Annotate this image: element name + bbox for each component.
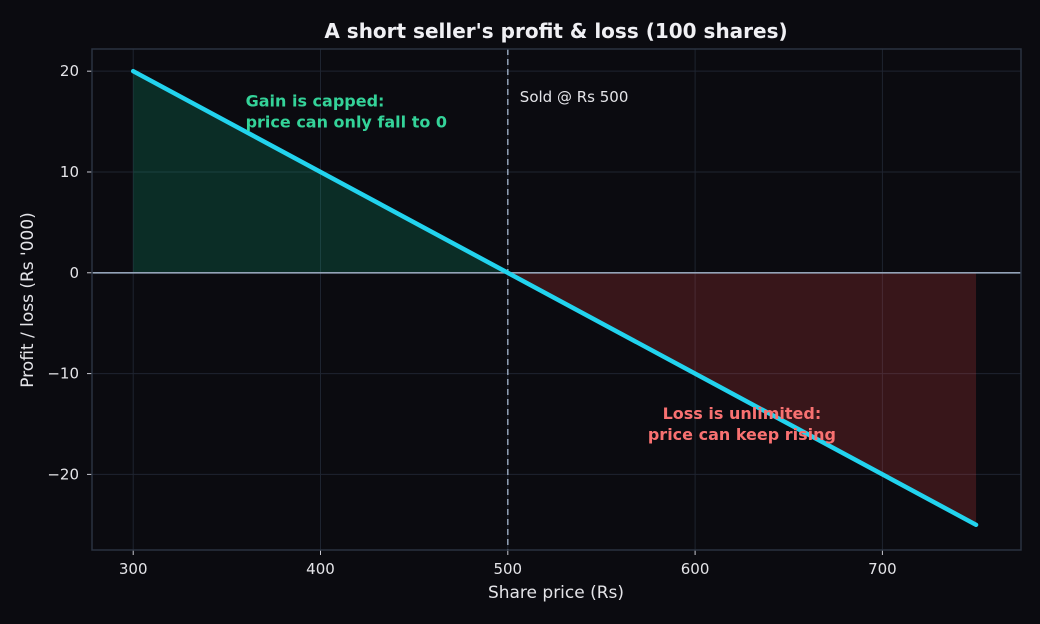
annotations: Gain is capped: price can only fall to 0 L…	[246, 91, 836, 443]
axis-ticks: 300 400 500 600 700 −20 −10 0 10 20	[47, 62, 896, 578]
y-tick-label: 0	[69, 264, 79, 282]
y-tick-label: 10	[60, 163, 79, 181]
annotation-line: Gain is capped:	[246, 91, 385, 110]
x-tick-label: 500	[493, 560, 522, 578]
x-tick-label: 300	[119, 560, 148, 578]
plot-frame	[91, 48, 1022, 551]
y-tick-label: 20	[60, 62, 79, 80]
gain-annotation: Gain is capped: price can only fall to 0	[246, 91, 447, 131]
series-lines	[130, 68, 979, 528]
y-axis-label: Profit / loss (Rs '000)	[18, 212, 38, 388]
loss-annotation: Loss is unlimited: price can keep rising	[648, 404, 836, 444]
chart-title: A short seller's profit & loss (100 shar…	[324, 19, 787, 43]
pnl-line	[130, 68, 979, 528]
y-tick-label: −20	[47, 465, 79, 483]
reference-lines: Sold @ Rs 500	[92, 49, 1021, 550]
x-tick-label: 700	[868, 560, 897, 578]
annotation-line: price can keep rising	[648, 425, 836, 444]
annotation-line: Loss is unlimited:	[663, 404, 822, 423]
x-tick-label: 600	[681, 560, 710, 578]
x-tick-label: 400	[306, 560, 335, 578]
x-axis-label: Share price (Rs)	[488, 583, 624, 603]
sell-price-label: Sold @ Rs 500	[520, 88, 629, 106]
y-tick-label: −10	[47, 365, 79, 383]
annotation-line: price can only fall to 0	[246, 112, 447, 131]
